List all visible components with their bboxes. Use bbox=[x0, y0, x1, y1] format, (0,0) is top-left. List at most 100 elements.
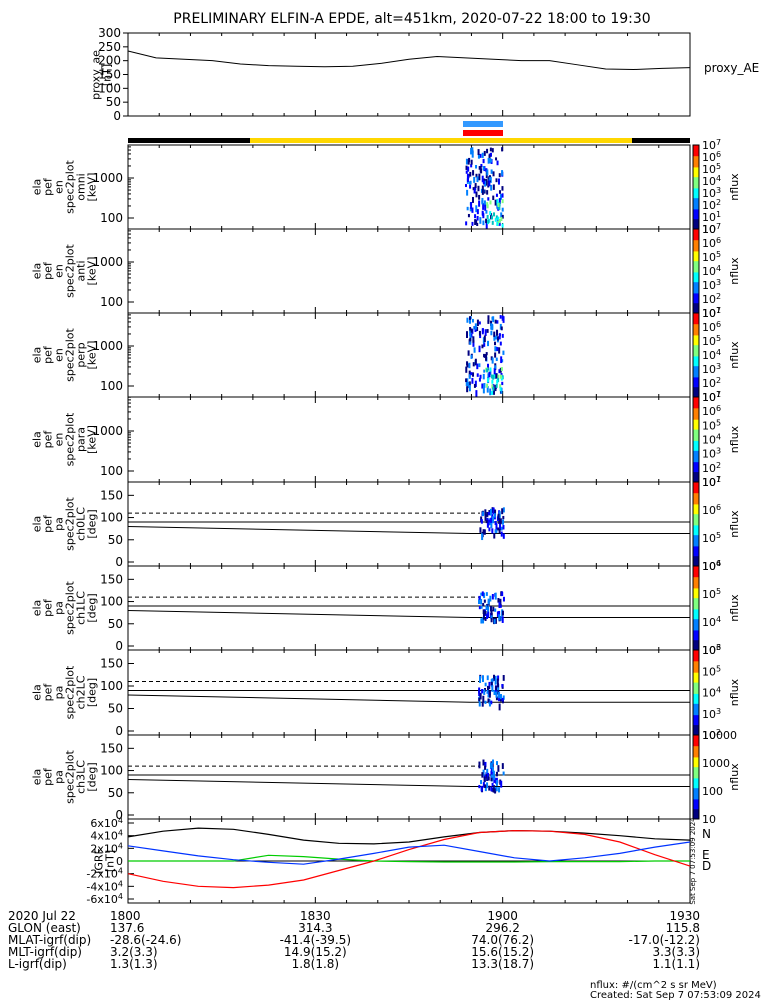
pa-ch2LC-pixel bbox=[497, 683, 500, 688]
spec-perp-pixel bbox=[492, 316, 495, 323]
spec-perp-pixel bbox=[491, 390, 494, 395]
pa-ch0LC-pixel bbox=[494, 529, 497, 533]
spec-para-cbar-seg bbox=[693, 453, 699, 456]
spec-anti-cbar-seg bbox=[693, 248, 699, 251]
spec-omni-pixel bbox=[489, 211, 492, 216]
pa-ch0LC-pixel bbox=[493, 533, 496, 539]
spec-omni-pixel bbox=[481, 185, 484, 193]
spec-omni-pixel bbox=[482, 180, 485, 185]
spec-anti-cbar-seg bbox=[693, 290, 699, 293]
spec-para-cbar-seg bbox=[693, 412, 699, 415]
spec-anti-cbar-seg bbox=[693, 282, 699, 285]
pa-ch0LC-cbar-seg bbox=[693, 539, 699, 542]
spec-perp-cbar-seg bbox=[693, 369, 699, 371]
pa-ch2LC-ytick-label: 100 bbox=[100, 679, 123, 693]
xaxis-row-value: 14.9(15.2) bbox=[284, 945, 347, 959]
spec-perp-pixel bbox=[467, 350, 470, 356]
pa-ch0LC-cbar-seg bbox=[693, 538, 699, 540]
pa-ch2LC-cbar-seg bbox=[693, 675, 699, 678]
spec-omni-cbar-seg bbox=[693, 226, 699, 229]
pa-ch1LC-cbar-seg bbox=[693, 591, 699, 594]
pa-ch0LC-ylabel-5: [deg] bbox=[86, 509, 99, 538]
spec-omni-cbar-seg bbox=[693, 210, 699, 213]
spec-perp-pixel bbox=[466, 363, 469, 368]
spec-perp-frame bbox=[127, 312, 691, 398]
spec-omni-cbar-seg bbox=[693, 150, 699, 153]
spec-anti-cbar-seg bbox=[693, 229, 699, 231]
spec-perp-pixel bbox=[476, 319, 479, 327]
pa-ch3LC-pixel bbox=[486, 782, 489, 789]
pa-ch3LC-pixel bbox=[493, 775, 496, 780]
pa-ch2LC-ylabel-1: pef bbox=[42, 683, 55, 702]
pa-ch1LC-cbar-seg bbox=[693, 587, 699, 589]
pa-ch3LC-cbar-seg bbox=[693, 793, 699, 796]
pa-ch1LC-ylabel-1: pef bbox=[42, 598, 55, 617]
black-bar bbox=[632, 138, 690, 143]
spec-perp-ylabel-1: pef bbox=[42, 345, 55, 364]
pa-ch2LC-cbar-seg bbox=[693, 730, 699, 733]
spec-perp-pixel bbox=[499, 387, 502, 392]
spec-perp-pixel bbox=[468, 381, 471, 386]
spec-perp-cbar-seg bbox=[693, 385, 699, 388]
spec-perp-cbar-seg bbox=[693, 357, 699, 360]
pa-ch2LC-pixel bbox=[486, 685, 489, 693]
spec-perp-cbar-seg bbox=[693, 363, 699, 366]
spec-perp-pixel bbox=[499, 367, 502, 373]
igrf-ytick-label: 4x104 bbox=[90, 828, 123, 843]
pa-ch2LC-pixel bbox=[488, 690, 491, 696]
spec-omni-pixel bbox=[489, 177, 492, 181]
spec-perp-pixel bbox=[476, 326, 479, 332]
spec-omni-pixel bbox=[478, 173, 481, 181]
pa-ch3LC-cbar-seg bbox=[693, 785, 699, 788]
proxy-ae-ylabel-1: [nT] bbox=[101, 64, 114, 86]
pa-ch0LC-cbar-seg bbox=[693, 553, 699, 556]
pa-ch3LC-cbar-seg bbox=[693, 795, 699, 798]
pa-ch1LC-pixel bbox=[501, 610, 504, 616]
spec-omni-pixel bbox=[496, 221, 499, 226]
spec-omni-pixel bbox=[465, 184, 468, 188]
spec-anti-cbar-seg bbox=[693, 294, 699, 297]
spec-para-cbar-seg bbox=[693, 405, 699, 408]
pa-ch3LC-cbar-seg bbox=[693, 749, 699, 751]
spec-omni-pixel bbox=[465, 221, 468, 226]
spec-perp-pixel bbox=[470, 354, 473, 359]
spec-omni-pixel bbox=[465, 165, 468, 170]
pa-ch0LC-ytick-label: 100 bbox=[100, 511, 123, 525]
spec-perp-pixel bbox=[501, 381, 504, 386]
spec-omni-cbar-seg bbox=[693, 199, 699, 202]
spec-omni-pixel bbox=[469, 184, 472, 189]
pa-ch1LC-cbar-seg bbox=[693, 588, 699, 591]
spec-omni-pixel bbox=[492, 171, 495, 177]
igrf-ylabel-0: IGRF bbox=[93, 848, 106, 874]
pa-ch1LC-ylabel-4: ch1LC bbox=[75, 591, 88, 625]
spec-perp-cbar-seg bbox=[693, 364, 699, 367]
spec-perp-pixel bbox=[472, 362, 475, 367]
pa-ch0LC-cbar-seg bbox=[693, 533, 699, 536]
spec-omni-pixel bbox=[494, 199, 497, 206]
spec-perp-pixel bbox=[469, 319, 472, 324]
spec-perp-cbar-seg bbox=[693, 387, 699, 390]
spec-omni-pixel bbox=[466, 189, 469, 196]
spec-omni-cbar-seg bbox=[693, 209, 699, 212]
spec-omni-pixel bbox=[471, 150, 474, 158]
spec-perp-pixel bbox=[484, 329, 487, 336]
spec-perp-pixel bbox=[501, 359, 504, 363]
pa-ch3LC-ylabel-3: spec2plot bbox=[64, 750, 77, 804]
pa-ch0LC-pixel bbox=[501, 520, 504, 525]
spec-perp-cbar-seg bbox=[693, 380, 699, 383]
spec-perp-pixel bbox=[474, 358, 477, 366]
spec-omni-pixel bbox=[469, 207, 472, 212]
pa-ch3LC-pixel bbox=[490, 786, 493, 792]
spec-para-cbar-seg bbox=[693, 479, 699, 482]
pa-ch1LC-pixel bbox=[499, 615, 502, 621]
pa-ch0LC-pixel bbox=[501, 508, 504, 515]
pa-ch3LC-pixel bbox=[488, 785, 491, 791]
pa-ch2LC-cbar-seg bbox=[693, 708, 699, 710]
spec-perp-cbar-seg bbox=[693, 383, 699, 385]
pa-ch0LC-pixel bbox=[487, 521, 490, 526]
spec-perp-cbar-seg bbox=[693, 317, 699, 320]
pa-ch1LC-cbar-seg bbox=[693, 595, 699, 598]
pa-ch2LC-cbar-seg bbox=[693, 693, 699, 696]
spec-perp-pixel bbox=[500, 367, 503, 372]
spec-omni-cbar-seg bbox=[693, 175, 699, 178]
